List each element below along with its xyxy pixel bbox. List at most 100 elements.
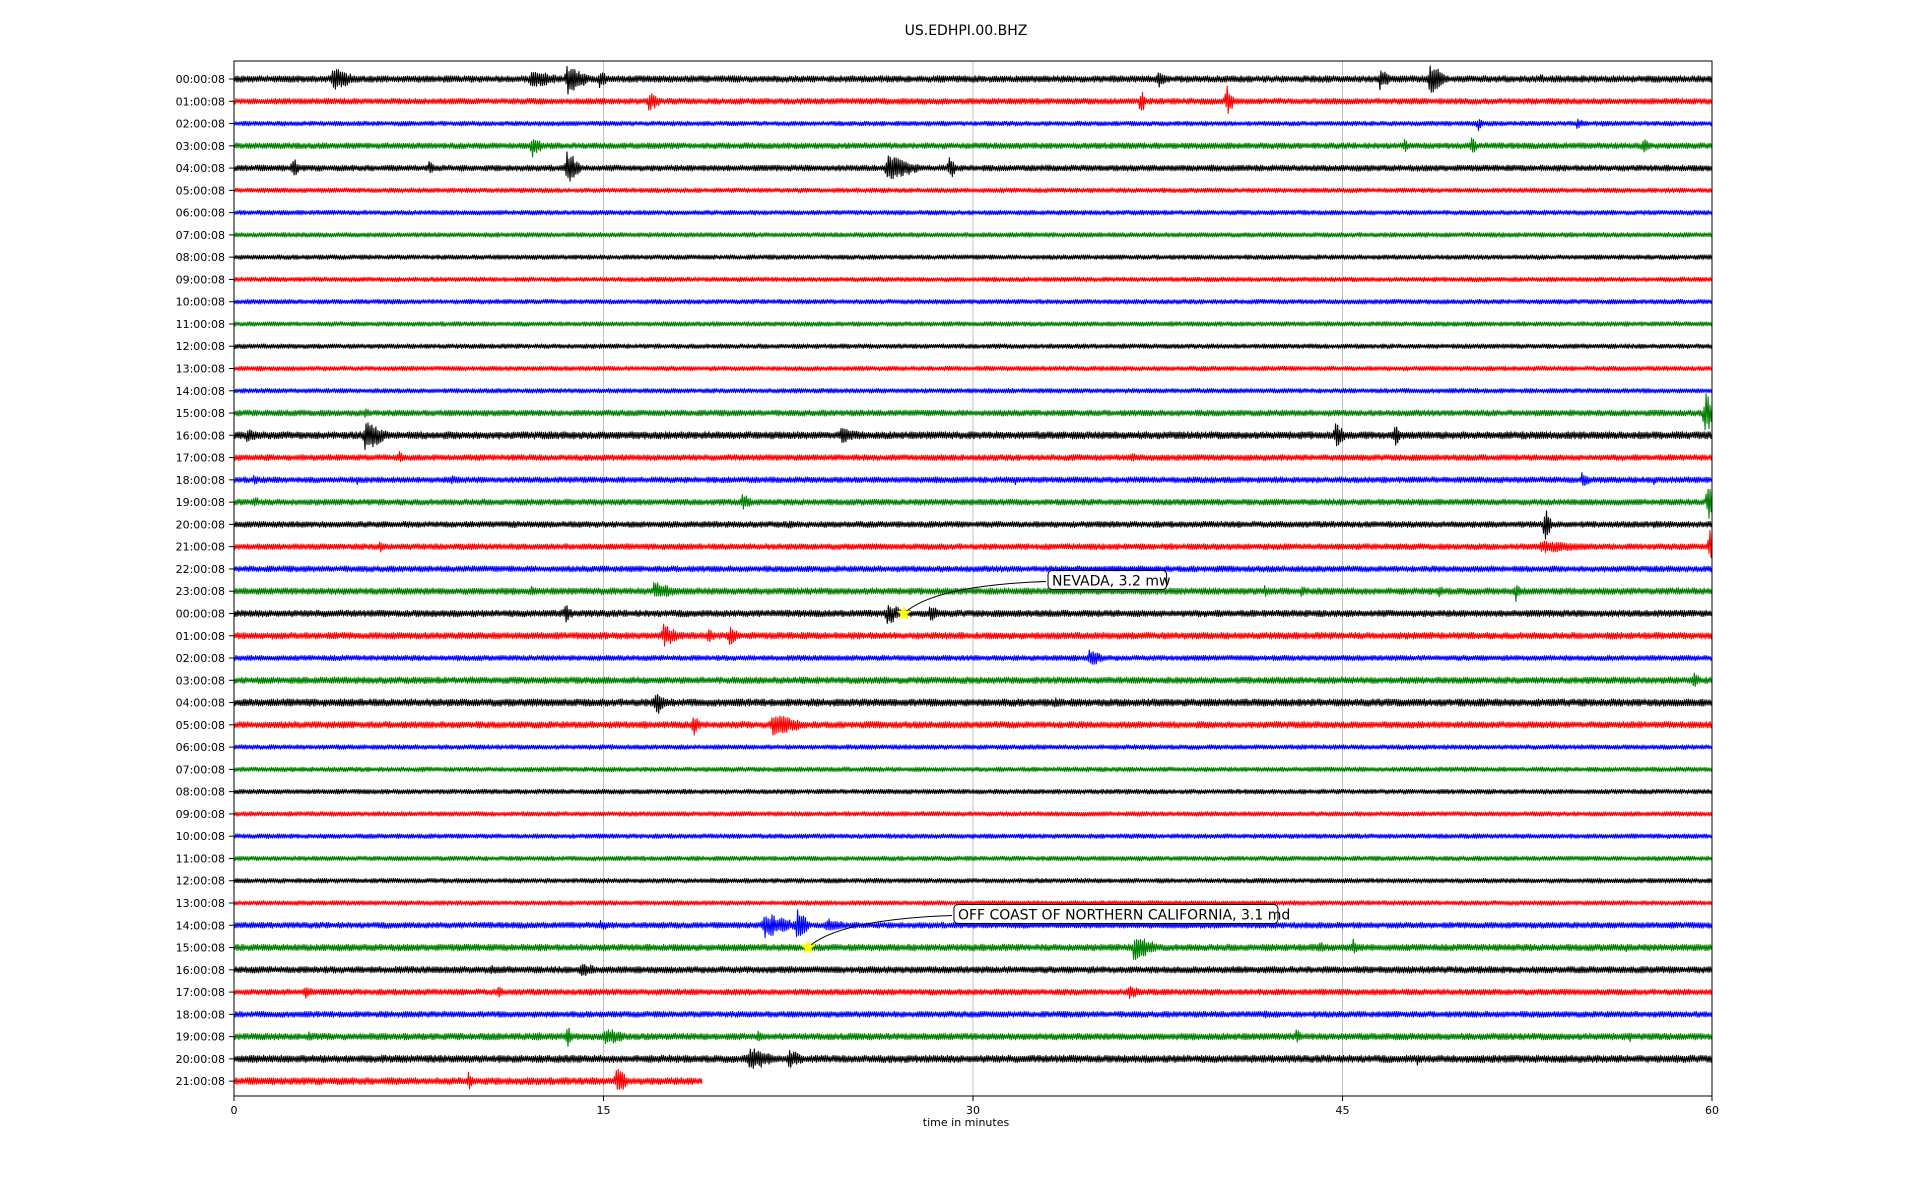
trace-line (233, 187, 1713, 194)
chart-title: US.EDHPI.00.BHZ (905, 23, 1028, 39)
trace-line (233, 393, 1713, 431)
annotation-box (1047, 569, 1168, 590)
y-tick-label: 13:00:08 (176, 897, 225, 910)
y-tick-label: 01:00:08 (176, 630, 225, 643)
trace-line (233, 715, 1713, 736)
trace-line (233, 451, 1713, 463)
y-tick-label: 08:00:08 (176, 251, 225, 264)
y-tick-label: 16:00:08 (176, 429, 225, 442)
trace-line (233, 1048, 1713, 1069)
x-tick-label: 45 (1336, 1104, 1350, 1117)
trace-line (233, 343, 1713, 350)
trace-line (233, 877, 1713, 884)
y-tick-label: 19:00:08 (176, 496, 225, 509)
trace-line (233, 298, 1713, 305)
y-tick-label: 09:00:08 (176, 808, 225, 821)
y-tick-label: 05:00:08 (176, 184, 225, 197)
y-tick-label: 21:00:08 (176, 1075, 225, 1088)
trace-line (233, 85, 1713, 114)
y-tick-label: 08:00:08 (176, 786, 225, 799)
trace-line (233, 833, 1713, 840)
trace-line (233, 565, 1713, 573)
y-tick-label: 11:00:08 (176, 852, 225, 865)
y-tick-label: 20:00:08 (176, 518, 225, 531)
x-ticks: 0 15 30 45 60 (231, 1096, 1719, 1117)
annotation-label: OFF COAST OF NORTHERN CALIFORNIA, 3.1 md (958, 908, 1290, 924)
trace-line (233, 693, 1713, 714)
y-tick-label: 13:00:08 (176, 363, 225, 376)
y-tick-label: 01:00:08 (176, 95, 225, 108)
y-tick-label: 14:00:08 (176, 919, 225, 932)
trace-line (233, 65, 1713, 95)
trace-line (233, 232, 1713, 238)
y-tick-label: 10:00:08 (176, 830, 225, 843)
x-tick-label: 30 (966, 1104, 980, 1117)
y-tick-label: 04:00:08 (176, 697, 225, 710)
grid-lines (603, 61, 1343, 1096)
trace-line (233, 1068, 703, 1090)
y-tick-label: 06:00:08 (176, 741, 225, 754)
trace-line (233, 530, 1713, 559)
trace-line (233, 605, 1713, 624)
y-tick-label: 09:00:08 (176, 273, 225, 286)
y-tick-label: 20:00:08 (176, 1053, 225, 1066)
seismic-traces (233, 65, 1713, 1090)
y-tick-label: 12:00:08 (176, 340, 225, 353)
y-tick-label: 18:00:08 (176, 474, 225, 487)
plot-frame (233, 60, 1713, 1097)
trace-line (233, 365, 1713, 372)
trace-line (233, 811, 1713, 817)
trace-line (233, 321, 1713, 327)
y-tick-label: 21:00:08 (176, 541, 225, 554)
y-tick-label: 11:00:08 (176, 318, 225, 331)
x-tick-label: 0 (231, 1104, 238, 1117)
y-tick-label: 15:00:08 (176, 407, 225, 420)
x-axis-label: time in minutes (923, 1116, 1010, 1129)
annotation-label: NEVADA, 3.2 mw (1052, 573, 1170, 589)
y-tick-label: 02:00:08 (176, 118, 225, 131)
trace-line (233, 488, 1713, 520)
trace-line (233, 672, 1713, 688)
trace-line (233, 855, 1713, 862)
y-tick-label: 17:00:08 (176, 986, 225, 999)
trace-line (233, 963, 1713, 977)
trace-line (233, 938, 1713, 961)
y-tick-label: 04:00:08 (176, 162, 225, 175)
y-tick-label: 00:00:08 (176, 607, 225, 620)
trace-line (233, 900, 1713, 906)
y-tick-label: 23:00:08 (176, 585, 225, 598)
annotation-connector (807, 915, 953, 948)
y-tick-label: 16:00:08 (176, 964, 225, 977)
trace-line (233, 744, 1713, 750)
trace-line (233, 151, 1713, 182)
trace-line (233, 766, 1713, 773)
trace-line (233, 986, 1713, 1000)
trace-line (233, 1027, 1713, 1047)
y-tick-label: 07:00:08 (176, 229, 225, 242)
y-tick-label: 06:00:08 (176, 207, 225, 220)
x-tick-label: 15 (597, 1104, 611, 1117)
trace-line (233, 118, 1713, 132)
y-tick-label: 17:00:08 (176, 452, 225, 465)
x-tick-label: 60 (1705, 1104, 1719, 1117)
event-star-marker (800, 939, 816, 954)
y-tick-labels: 00:00:08 01:00:08 02:00:08 03:00:08 04:00:08… (176, 73, 234, 1088)
trace-line (233, 387, 1713, 394)
annotation-box (953, 904, 1279, 925)
trace-line (233, 649, 1713, 665)
y-tick-label: 05:00:08 (176, 719, 225, 732)
trace-line (233, 788, 1713, 795)
trace-line (233, 422, 1713, 451)
annotation-connector (903, 581, 1047, 614)
trace-line (233, 137, 1713, 158)
trace-line (233, 1010, 1713, 1019)
y-tick-label: 00:00:08 (176, 73, 225, 86)
y-tick-label: 03:00:08 (176, 140, 225, 153)
trace-line (233, 209, 1713, 216)
y-tick-label: 14:00:08 (176, 385, 225, 398)
y-tick-label: 12:00:08 (176, 875, 225, 888)
y-tick-label: 03:00:08 (176, 674, 225, 687)
y-tick-label: 02:00:08 (176, 652, 225, 665)
